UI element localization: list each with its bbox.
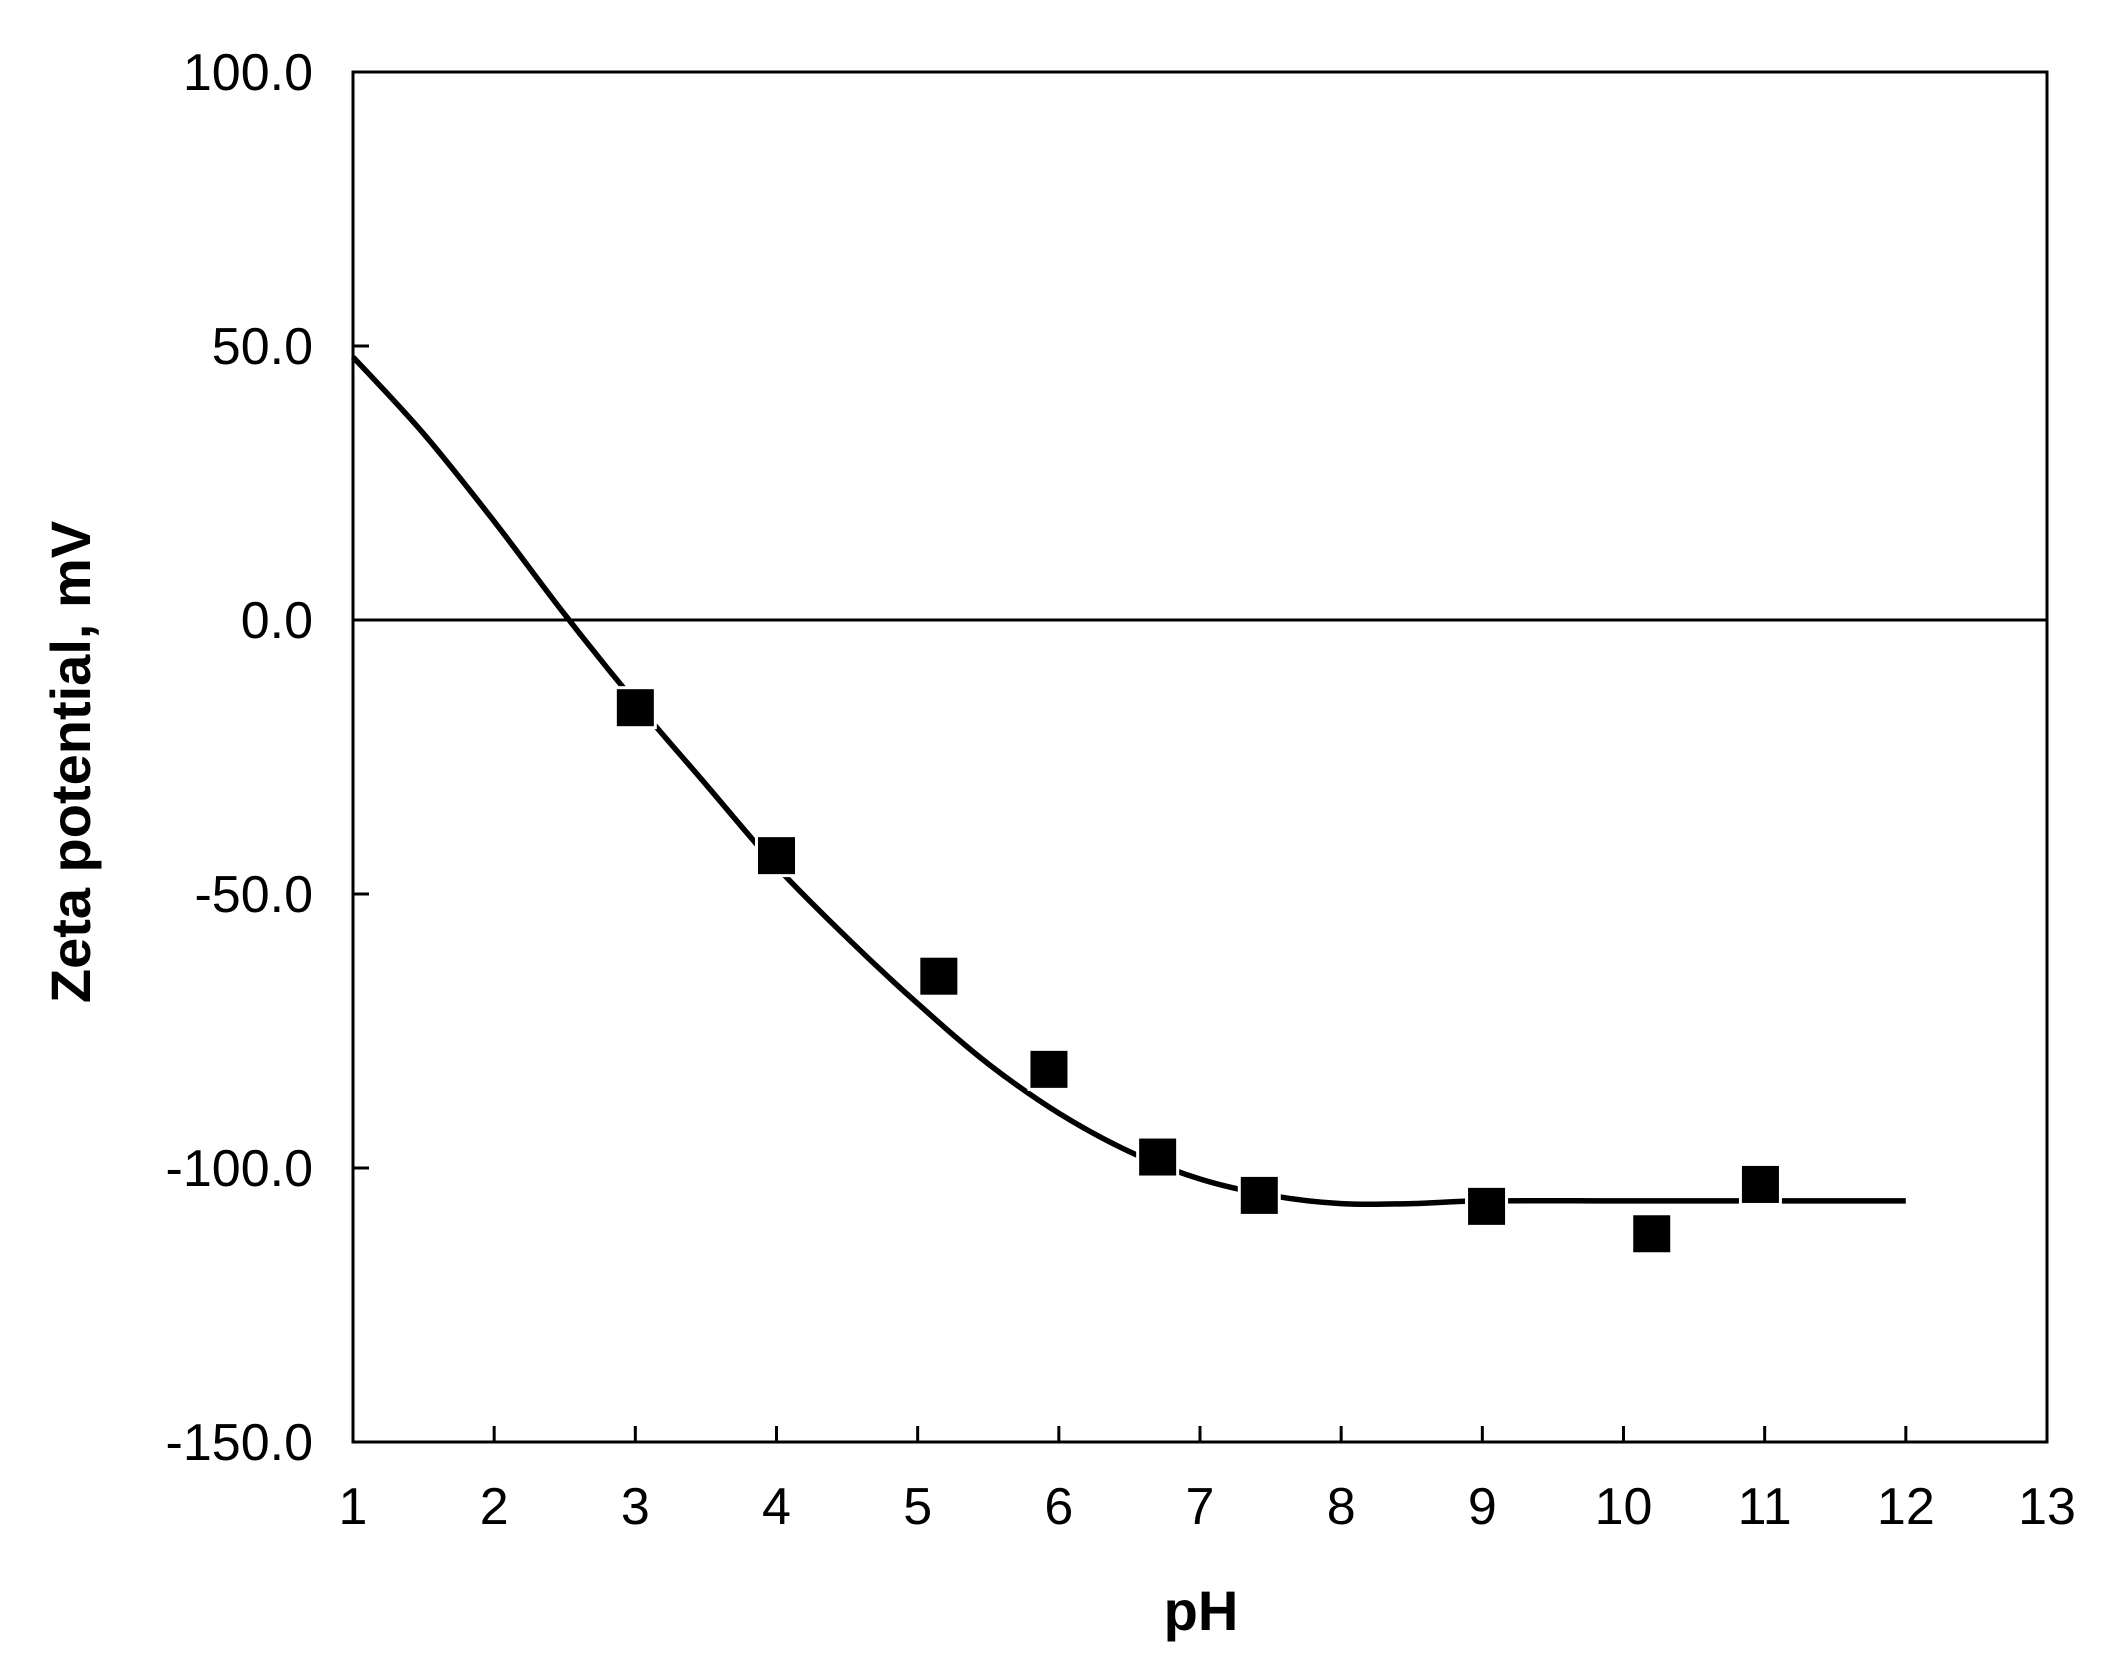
x-tick-label: 12 [1877, 1478, 1935, 1536]
labels-layer: pH Zeta potential, mV 1 2 3 4 5 6 7 8 9 10 11 12 131… [39, 44, 2076, 1642]
y-tick-label: -50.0 [194, 866, 313, 924]
x-tick-label: 13 [2018, 1478, 2076, 1536]
x-tick-label: 1 [339, 1478, 368, 1536]
axes-layer [351, 70, 2049, 1444]
x-tick-label: 9 [1468, 1478, 1497, 1536]
y-tick-label: 0.0 [241, 592, 313, 650]
x-tick-label: 11 [1738, 1478, 1792, 1536]
x-tick-label: 4 [762, 1478, 791, 1536]
data-point-marker [755, 834, 798, 878]
data-point-marker [613, 686, 657, 730]
data-point-marker [917, 954, 961, 998]
x-tick-label: 3 [621, 1478, 650, 1536]
x-tick-label: 6 [1044, 1478, 1073, 1536]
y-tick-label: 100.0 [183, 44, 313, 102]
data-point-marker [1630, 1212, 1674, 1256]
x-tick-label: 5 [903, 1478, 932, 1536]
data-point-marker [1237, 1173, 1281, 1217]
y-axis-title: Zeta potential, mV [39, 521, 102, 1003]
y-tick-label: -100.0 [166, 1140, 313, 1198]
data-points-layer [613, 686, 1782, 1256]
x-tick-label: 2 [480, 1478, 509, 1536]
y-tick-label: -150.0 [166, 1414, 313, 1472]
data-point-marker [1738, 1162, 1782, 1206]
y-tick-label: 50.0 [212, 318, 313, 376]
data-point-marker [1027, 1047, 1071, 1091]
x-axis-title: pH [1164, 1579, 1239, 1642]
x-tick-label: 10 [1595, 1478, 1653, 1536]
x-tick-label: 8 [1327, 1478, 1356, 1536]
data-point-marker [1136, 1135, 1180, 1179]
data-point-marker [1465, 1184, 1509, 1228]
x-tick-label: 7 [1186, 1478, 1215, 1536]
